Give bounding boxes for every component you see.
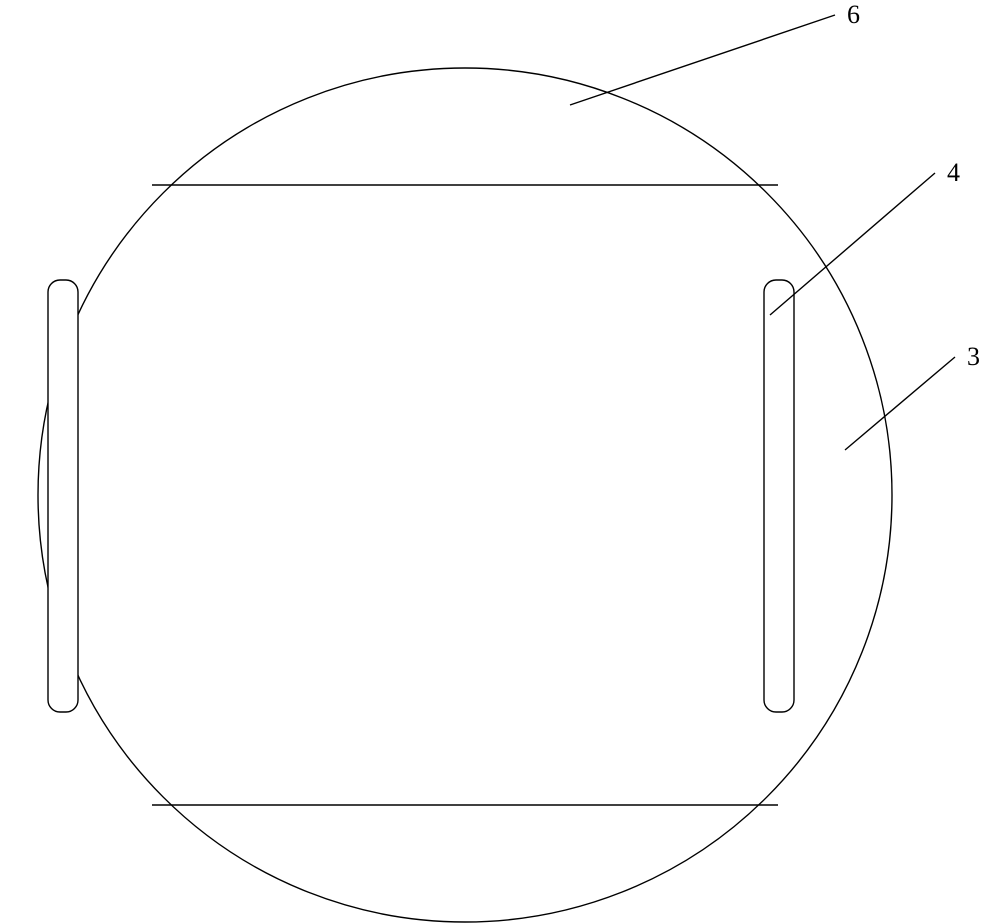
reference-label-4: 4 bbox=[947, 158, 960, 188]
diagram-container: 6 4 3 bbox=[0, 0, 1000, 924]
technical-diagram-svg bbox=[0, 0, 1000, 924]
reference-label-3: 3 bbox=[967, 342, 980, 372]
reference-label-6: 6 bbox=[847, 0, 860, 30]
